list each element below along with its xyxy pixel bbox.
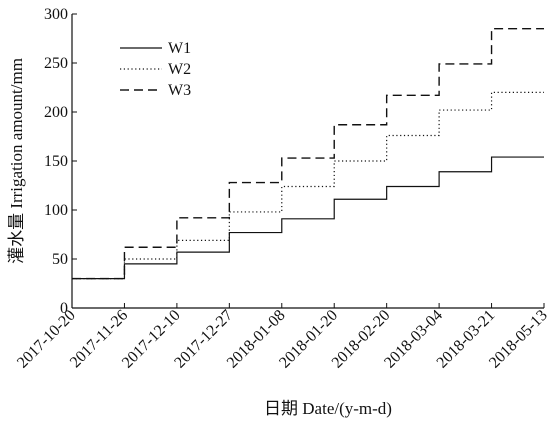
y-tick-label: 150 bbox=[44, 153, 68, 170]
y-tick-label: 100 bbox=[44, 202, 68, 219]
legend-label-w2: W2 bbox=[168, 61, 191, 78]
legend: W1 W2 W3 bbox=[120, 40, 191, 99]
x-axis-title: 日期 Date/(y-m-d) bbox=[264, 399, 392, 418]
y-tick-label: 200 bbox=[44, 104, 68, 121]
y-tick-label: 50 bbox=[52, 251, 68, 268]
legend-label-w1: W1 bbox=[168, 40, 191, 57]
series-line-w3 bbox=[72, 28, 544, 280]
y-tick-label: 300 bbox=[44, 6, 68, 23]
series-line-w1 bbox=[72, 156, 544, 280]
legend-label-w3: W3 bbox=[168, 82, 191, 99]
y-tick-label: 0 bbox=[60, 300, 68, 317]
series-line-w2 bbox=[72, 91, 544, 280]
series-layer bbox=[72, 28, 544, 280]
y-axis-title: 灌水量 Irrigation amount/mm bbox=[7, 58, 26, 264]
axes-layer: 0501001502002503002017-10-202017-11-2620… bbox=[14, 6, 549, 372]
y-tick-label: 250 bbox=[44, 55, 68, 72]
